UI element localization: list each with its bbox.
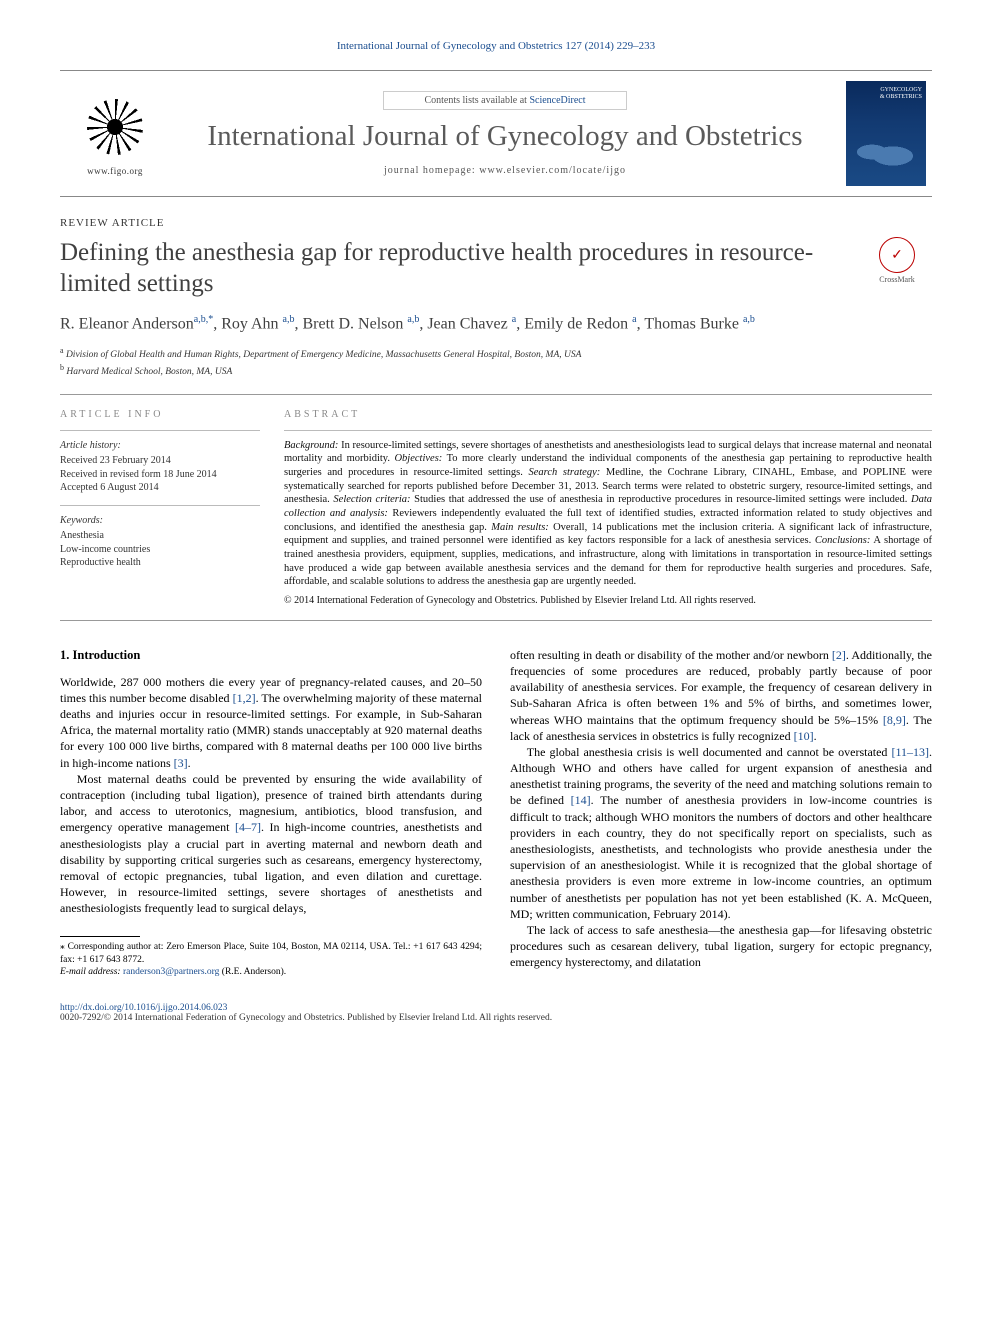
rule-bottom	[60, 620, 932, 621]
homepage-url[interactable]: www.elsevier.com/locate/ijgo	[479, 165, 626, 176]
email-tail: (R.E. Anderson).	[219, 967, 286, 977]
crossmark-label: CrossMark	[879, 275, 915, 284]
article-info-column: ARTICLE INFO Article history: Received 2…	[60, 409, 260, 606]
author-2: , Roy Ahn	[213, 315, 282, 332]
corresponding-footnote: ⁎ Corresponding author at: Zero Emerson …	[60, 930, 482, 978]
info-abstract-row: ARTICLE INFO Article history: Received 2…	[60, 409, 932, 606]
corr-email-link[interactable]: randerson3@partners.org	[123, 967, 219, 977]
author-3: , Brett D. Nelson	[295, 315, 408, 332]
info-rule-2	[60, 505, 260, 506]
email-line: E-mail address: randerson3@partners.org …	[60, 966, 482, 978]
abs-con-label: Conclusions:	[815, 535, 870, 546]
doi-link[interactable]: http://dx.doi.org/10.1016/j.ijgo.2014.06…	[60, 1003, 227, 1013]
issn-copyright-line: 0020-7292/© 2014 International Federatio…	[60, 1013, 932, 1023]
contents-prefix: Contents lists available at	[424, 95, 529, 106]
abstract-body: Background: In resource-limited settings…	[284, 439, 932, 589]
abs-ss-label: Search strategy:	[528, 467, 600, 478]
affiliation-b-text: Harvard Medical School, Boston, MA, USA	[66, 367, 232, 377]
abs-sc: Studies that addressed the use of anesth…	[411, 494, 911, 505]
masthead-right: GYNECOLOGY & OBSTETRICS	[840, 81, 932, 186]
abs-bg-label: Background:	[284, 440, 338, 451]
affiliation-a-text: Division of Global Health and Human Righ…	[66, 350, 581, 360]
footnote-rule	[60, 936, 140, 937]
abstract-head: ABSTRACT	[284, 409, 932, 420]
history-label: Article history:	[60, 439, 260, 453]
keyword-2: Low-income countries	[60, 543, 260, 557]
author-1: R. Eleanor Anderson	[60, 315, 194, 332]
keyword-1: Anesthesia	[60, 529, 260, 543]
rule-top	[60, 394, 932, 395]
body-p5: The lack of access to safe anesthesia—th…	[510, 922, 932, 971]
body-p2: Most maternal deaths could be prevented …	[60, 771, 482, 917]
keywords-label: Keywords:	[60, 514, 260, 528]
figo-logo-icon	[80, 92, 150, 162]
accepted-date: Accepted 6 August 2014	[60, 481, 260, 495]
author-1-aff: a,b,	[194, 314, 208, 325]
journal-homepage: journal homepage: www.elsevier.com/locat…	[170, 165, 840, 176]
body-columns: 1. Introduction Worldwide, 287 000 mothe…	[60, 647, 932, 979]
affiliation-a: a Division of Global Health and Human Ri…	[60, 345, 932, 362]
abstract-column: ABSTRACT Background: In resource-limited…	[284, 409, 932, 606]
abs-mr-label: Main results:	[491, 522, 549, 533]
author-4: , Jean Chavez	[419, 315, 511, 332]
journal-cover-thumbnail-icon: GYNECOLOGY & OBSTETRICS	[846, 81, 926, 186]
author-6: , Thomas Burke	[637, 315, 743, 332]
figo-url[interactable]: www.figo.org	[60, 166, 170, 176]
section-head-intro: 1. Introduction	[60, 647, 482, 664]
body-p1: Worldwide, 287 000 mothers die every yea…	[60, 674, 482, 771]
crossmark-icon: ✓	[879, 237, 915, 273]
body-p3: often resulting in death or disability o…	[510, 647, 932, 744]
abstract-rule	[284, 430, 932, 431]
abstract-copyright: © 2014 International Federation of Gynec…	[284, 595, 932, 606]
article-title: Defining the anesthesia gap for reproduc…	[60, 237, 862, 300]
email-label: E-mail address:	[60, 967, 121, 977]
masthead-center: Contents lists available at ScienceDirec…	[170, 91, 840, 176]
corr-author-line: ⁎ Corresponding author at: Zero Emerson …	[60, 941, 482, 966]
keyword-3: Reproductive health	[60, 556, 260, 570]
cover-title-line2: & OBSTETRICS	[880, 94, 922, 101]
contents-available-line: Contents lists available at ScienceDirec…	[383, 91, 626, 110]
author-3-aff: a,b	[407, 314, 419, 325]
journal-title: International Journal of Gynecology and …	[170, 120, 840, 153]
affiliations: a Division of Global Health and Human Ri…	[60, 345, 932, 380]
running-head: International Journal of Gynecology and …	[60, 40, 932, 52]
author-6-aff: a,b	[743, 314, 755, 325]
abs-obj-label: Objectives:	[394, 453, 442, 464]
author-2-aff: a,b	[283, 314, 295, 325]
masthead-left: www.figo.org	[60, 92, 170, 176]
homepage-label: journal homepage:	[384, 165, 479, 176]
author-5: , Emily de Redon	[516, 315, 632, 332]
history-block: Article history: Received 23 February 20…	[60, 439, 260, 495]
author-list: R. Eleanor Andersona,b,*, Roy Ahn a,b, B…	[60, 314, 932, 333]
sciencedirect-link[interactable]: ScienceDirect	[529, 95, 585, 106]
keywords-block: Keywords: Anesthesia Low-income countrie…	[60, 514, 260, 570]
body-p4: The global anesthesia crisis is well doc…	[510, 744, 932, 922]
affiliation-b: b Harvard Medical School, Boston, MA, US…	[60, 362, 932, 379]
article-info-head: ARTICLE INFO	[60, 409, 260, 420]
page: International Journal of Gynecology and …	[0, 0, 992, 1053]
revised-date: Received in revised form 18 June 2014	[60, 468, 260, 482]
crossmark-badge[interactable]: ✓ CrossMark	[862, 237, 932, 284]
received-date: Received 23 February 2014	[60, 454, 260, 468]
journal-masthead: www.figo.org Contents lists available at…	[60, 70, 932, 197]
keywords-list: Anesthesia Low-income countries Reproduc…	[60, 529, 260, 570]
info-rule	[60, 430, 260, 431]
article-type-label: REVIEW ARTICLE	[60, 217, 932, 229]
cover-title-line1: GYNECOLOGY	[880, 87, 922, 94]
title-row: Defining the anesthesia gap for reproduc…	[60, 237, 932, 314]
page-footer: http://dx.doi.org/10.1016/j.ijgo.2014.06…	[60, 1003, 932, 1023]
cover-map-icon	[851, 136, 921, 176]
abs-sc-label: Selection criteria:	[333, 494, 410, 505]
